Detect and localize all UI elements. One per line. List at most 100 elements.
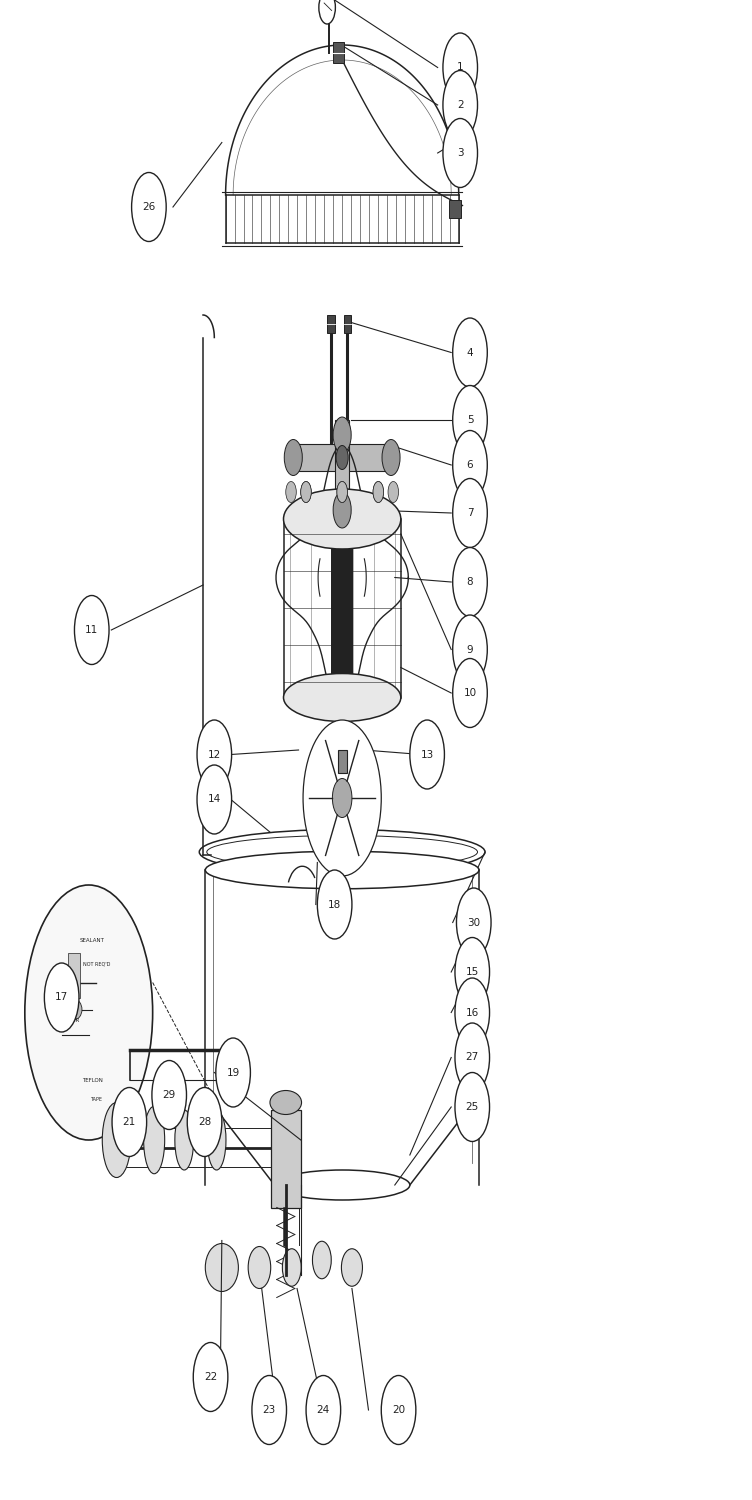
Text: 26: 26 — [142, 202, 156, 211]
Text: 5: 5 — [467, 416, 473, 424]
Circle shape — [306, 1376, 341, 1444]
Circle shape — [301, 482, 311, 502]
Text: 13: 13 — [420, 750, 434, 759]
Circle shape — [455, 978, 490, 1047]
Text: 30: 30 — [467, 918, 481, 927]
Bar — [327, 315, 335, 333]
Circle shape — [132, 172, 166, 242]
Circle shape — [336, 446, 348, 470]
Bar — [449, 200, 461, 217]
Text: 17: 17 — [55, 993, 68, 1002]
Circle shape — [453, 478, 487, 548]
Circle shape — [187, 1088, 222, 1156]
Circle shape — [216, 1038, 250, 1107]
Circle shape — [286, 482, 296, 502]
Bar — [344, 315, 351, 333]
Ellipse shape — [207, 836, 478, 868]
Ellipse shape — [283, 1248, 301, 1287]
Text: 20: 20 — [392, 1406, 405, 1414]
Bar — [68, 952, 80, 998]
Circle shape — [455, 1072, 490, 1142]
Circle shape — [333, 492, 351, 528]
Text: 23: 23 — [262, 1406, 276, 1414]
Text: 11: 11 — [85, 626, 99, 634]
Circle shape — [44, 963, 79, 1032]
Circle shape — [373, 482, 384, 502]
Circle shape — [453, 615, 487, 684]
Bar — [335, 420, 349, 510]
Text: 12: 12 — [208, 750, 221, 759]
Text: 10: 10 — [463, 688, 477, 698]
Circle shape — [337, 482, 347, 502]
Text: 9: 9 — [467, 645, 473, 654]
Ellipse shape — [270, 1090, 302, 1114]
Text: PRIMER: PRIMER — [59, 1017, 80, 1023]
Text: 15: 15 — [465, 968, 479, 976]
Ellipse shape — [205, 852, 479, 888]
Circle shape — [382, 440, 400, 476]
Ellipse shape — [199, 830, 485, 874]
Circle shape — [252, 1376, 287, 1444]
Circle shape — [337, 482, 347, 502]
Bar — [333, 42, 344, 63]
Text: 22: 22 — [204, 1372, 217, 1382]
Circle shape — [455, 1023, 490, 1092]
Text: 2: 2 — [457, 100, 463, 109]
Circle shape — [112, 1088, 147, 1156]
Circle shape — [453, 658, 487, 728]
Ellipse shape — [313, 1242, 331, 1278]
Ellipse shape — [341, 1248, 362, 1287]
Text: TAPE: TAPE — [90, 1096, 102, 1102]
Circle shape — [197, 720, 232, 789]
Text: 19: 19 — [226, 1068, 240, 1077]
Bar — [331, 519, 353, 698]
Circle shape — [197, 765, 232, 834]
Ellipse shape — [207, 1110, 226, 1170]
Ellipse shape — [144, 1107, 165, 1173]
Text: 1: 1 — [457, 63, 463, 72]
Ellipse shape — [205, 1244, 238, 1292]
Text: SEALANT: SEALANT — [80, 938, 105, 944]
Ellipse shape — [274, 1170, 410, 1200]
Circle shape — [301, 482, 311, 502]
Text: 16: 16 — [465, 1008, 479, 1017]
Circle shape — [193, 1342, 228, 1412]
Circle shape — [453, 548, 487, 616]
Circle shape — [74, 596, 109, 664]
Circle shape — [373, 482, 384, 502]
Circle shape — [381, 1376, 416, 1444]
Text: 25: 25 — [465, 1102, 479, 1112]
Circle shape — [333, 417, 351, 453]
Text: 6: 6 — [467, 460, 473, 470]
Text: 7: 7 — [467, 509, 473, 518]
Circle shape — [284, 440, 302, 476]
Text: 14: 14 — [208, 795, 221, 804]
Text: 21: 21 — [123, 1118, 136, 1126]
Text: 28: 28 — [198, 1118, 211, 1126]
Circle shape — [453, 386, 487, 454]
Text: 24: 24 — [317, 1406, 330, 1414]
Circle shape — [388, 482, 399, 502]
Circle shape — [456, 888, 491, 957]
Circle shape — [303, 720, 381, 876]
Text: 29: 29 — [162, 1090, 176, 1100]
Circle shape — [443, 118, 478, 188]
Text: 4: 4 — [467, 348, 473, 357]
Circle shape — [453, 430, 487, 500]
Text: NOT REQ'D: NOT REQ'D — [83, 962, 110, 968]
Circle shape — [443, 70, 478, 140]
Ellipse shape — [174, 1110, 194, 1170]
Circle shape — [152, 1060, 186, 1130]
Ellipse shape — [284, 674, 401, 722]
Circle shape — [455, 938, 490, 1006]
Ellipse shape — [284, 489, 401, 549]
Text: 3: 3 — [457, 148, 463, 158]
Text: 8: 8 — [467, 578, 473, 586]
Bar — [338, 750, 347, 772]
Bar — [293, 444, 391, 471]
Ellipse shape — [248, 1246, 271, 1288]
Circle shape — [332, 778, 352, 818]
Circle shape — [25, 885, 153, 1140]
Bar — [271, 1110, 301, 1208]
Circle shape — [410, 720, 444, 789]
